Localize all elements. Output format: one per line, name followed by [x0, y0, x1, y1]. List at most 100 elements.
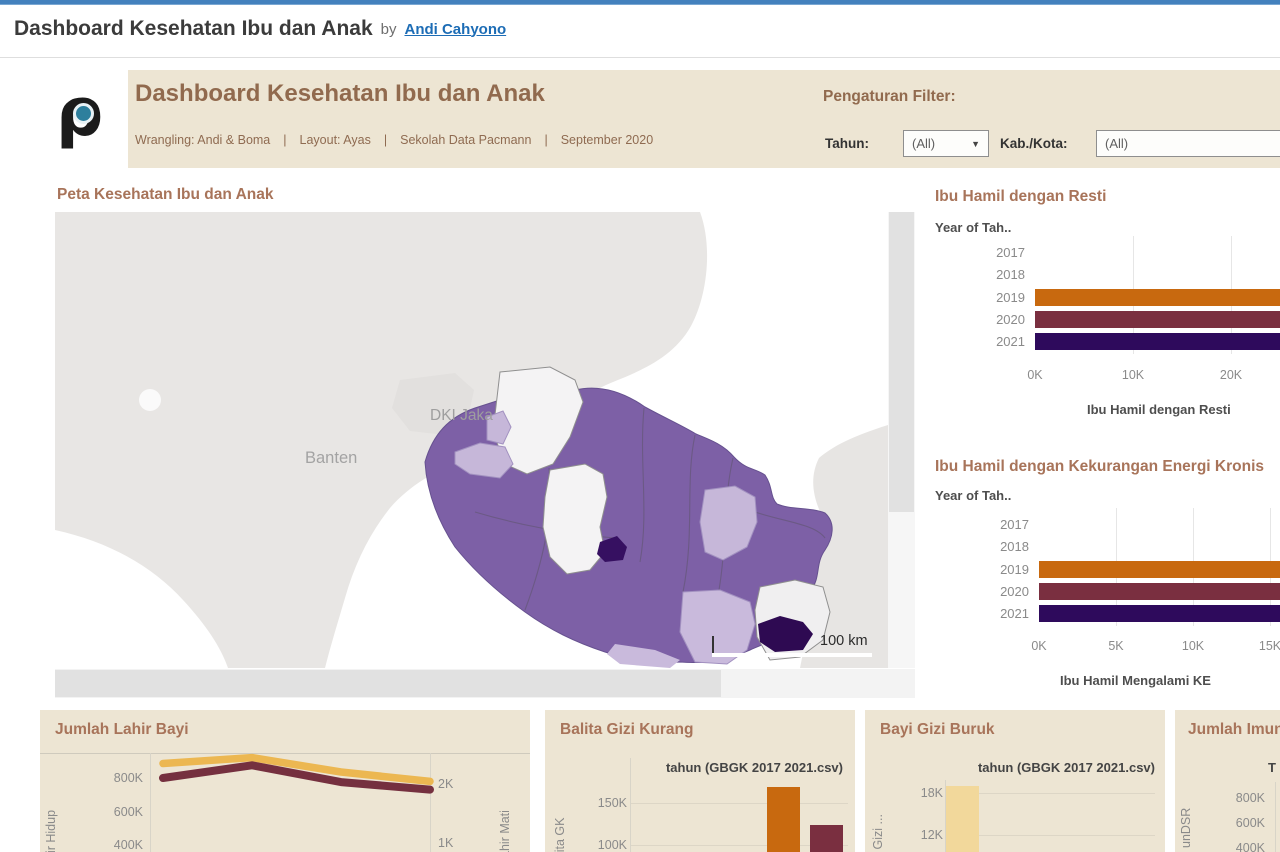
left-tick: 600K — [113, 805, 143, 819]
row-label-2018: 2018 — [996, 267, 1025, 283]
left-tick: 800K — [113, 771, 143, 785]
chart-title: Bayi Gizi Buruk — [880, 721, 995, 738]
chart-jumlah-lahir-bayi: Jumlah Lahir Bayi hir Hidup ahir Mati 80… — [40, 710, 530, 852]
credits-line: Wrangling: Andi & Boma | Layout: Ayas | … — [135, 133, 654, 147]
plot-border-right — [430, 753, 431, 852]
plot-border-left — [1275, 782, 1276, 852]
chart-jumlah-imunisasi: Jumlah Imun T unDSR 800K 600K 400K — [1175, 710, 1280, 852]
y-tick: 100K — [597, 838, 627, 852]
choropleth-map[interactable]: Banten DKI Jaka 100 km — [55, 212, 888, 668]
axis-label: Ibu Hamil dengan Resti — [1087, 402, 1231, 417]
tahun-label: Tahun: — [825, 136, 869, 151]
map-horizontal-scrollbar[interactable] — [55, 669, 915, 698]
row-label-2020: 2020 — [1000, 583, 1029, 599]
map-vscroll-thumb[interactable] — [889, 212, 914, 512]
series-1[interactable] — [159, 761, 434, 794]
bar-col-0[interactable] — [946, 786, 979, 852]
tahun-dropdown[interactable]: (All) ▼ — [903, 130, 989, 157]
title-divider — [0, 57, 1280, 58]
credit-date: September 2020 — [560, 133, 654, 147]
bar-2019[interactable] — [1035, 288, 1280, 306]
byline: by — [380, 20, 397, 38]
gridline — [945, 835, 1155, 836]
map-scale-tick — [712, 636, 714, 653]
plot-border-left — [150, 753, 151, 852]
column-header: tahun (GBGK 2017 2021.csv) — [665, 760, 843, 775]
gridline — [945, 793, 1155, 794]
bar-2021[interactable] — [1039, 605, 1280, 623]
bar-2020[interactable] — [1039, 582, 1280, 600]
map-title: Peta Kesehatan Ibu dan Anak — [57, 186, 274, 203]
column-header: T — [1268, 760, 1276, 775]
axis-line — [945, 780, 946, 852]
row-label-2020: 2020 — [996, 311, 1025, 327]
chevron-down-icon: ▼ — [971, 138, 980, 149]
row-label-2019: 2019 — [996, 289, 1025, 305]
y-tick: 12K — [920, 828, 943, 842]
filter-heading: Pengaturan Filter: — [823, 88, 956, 105]
chart-title: Ibu Hamil dengan Kekurangan Energi Kroni… — [935, 458, 1264, 475]
dashboard-header — [128, 70, 1280, 168]
row-label-2021: 2021 — [1000, 606, 1029, 622]
chart-title: Balita Gizi Kurang — [560, 721, 694, 738]
kab-label: Kab./Kota: — [1000, 136, 1068, 151]
map-svg — [55, 212, 888, 668]
credit-layout: Layout: Ayas — [299, 133, 371, 147]
chart-bayi-gizi-buruk: Bayi Gizi Buruk tahun (GBGK 2017 2021.cs… — [865, 710, 1165, 852]
column-header: tahun (GBGK 2017 2021.csv) — [977, 760, 1155, 775]
map-vertical-scrollbar[interactable] — [888, 212, 915, 668]
plot-border-top — [40, 753, 530, 754]
chart-ibu-hamil-kek: Ibu Hamil dengan Kekurangan Energi Kroni… — [935, 456, 1280, 716]
y-tick: 150K — [597, 796, 627, 810]
row-label-2021: 2021 — [996, 334, 1025, 350]
tahun-dropdown-value: (All) — [912, 136, 936, 151]
y-tick: 18K — [920, 786, 943, 800]
y-tick: 400K — [1235, 841, 1265, 852]
right-tick: 2K — [438, 777, 454, 791]
row-label-2017: 2017 — [996, 245, 1025, 260]
bar-col-4[interactable] — [810, 825, 843, 852]
map-scale-label: 100 km — [820, 633, 868, 649]
page-title: Dashboard Kesehatan Ibu dan Anak — [14, 17, 373, 40]
x-tick: 5K — [1108, 639, 1124, 653]
axis-line — [630, 758, 631, 852]
y-tick: 800K — [1235, 791, 1265, 805]
top-blue-strip — [0, 0, 1280, 5]
right-tick: 1K — [438, 836, 454, 850]
dashboard-title: Dashboard Kesehatan Ibu dan Anak — [135, 80, 545, 107]
pacmann-logo: ρ — [56, 74, 110, 151]
x-tick: 0K — [1031, 639, 1047, 653]
column-header: Year of Tah.. — [935, 488, 1012, 503]
chart-title: Jumlah Imun — [1188, 721, 1280, 738]
credit-wrangling: Wrangling: Andi & Boma — [135, 133, 271, 147]
map-hscroll-thumb[interactable] — [55, 670, 721, 697]
chart-balita-gizi-kurang: Balita Gizi Kurang tahun (GBGK 2017 2021… — [545, 710, 855, 852]
row-label-2017: 2017 — [1000, 517, 1029, 532]
line-series[interactable] — [40, 710, 530, 852]
logo-dot — [73, 103, 94, 124]
series-0[interactable] — [159, 753, 434, 786]
x-tick: 15K — [1258, 639, 1280, 653]
credit-school: Sekolah Data Pacmann — [400, 133, 532, 147]
bar-col-3[interactable] — [767, 787, 800, 852]
x-tick: 0K — [1027, 368, 1043, 382]
x-tick: 20K — [1219, 368, 1243, 382]
axis-label: Ibu Hamil Mengalami KE — [1060, 673, 1211, 688]
gridline — [630, 803, 848, 804]
x-tick: 10K — [1121, 368, 1145, 382]
map-scale-bar — [712, 653, 872, 657]
kab-dropdown[interactable]: (All) — [1096, 130, 1280, 157]
bar-2019[interactable] — [1039, 560, 1280, 578]
bar-2021[interactable] — [1035, 333, 1280, 351]
column-header: Year of Tah.. — [935, 220, 1012, 235]
left-tick: 400K — [113, 838, 143, 852]
row-label-2018: 2018 — [1000, 539, 1029, 555]
y-tick: 600K — [1235, 816, 1265, 830]
chart-title: Jumlah Lahir Bayi — [55, 721, 189, 738]
bar-2020[interactable] — [1035, 310, 1280, 328]
y-axis-label: unDSR — [1179, 807, 1193, 848]
x-tick: 10K — [1181, 639, 1205, 653]
y-axis-label: alita GK — [553, 817, 567, 852]
author-link[interactable]: Andi Cahyono — [404, 20, 507, 38]
